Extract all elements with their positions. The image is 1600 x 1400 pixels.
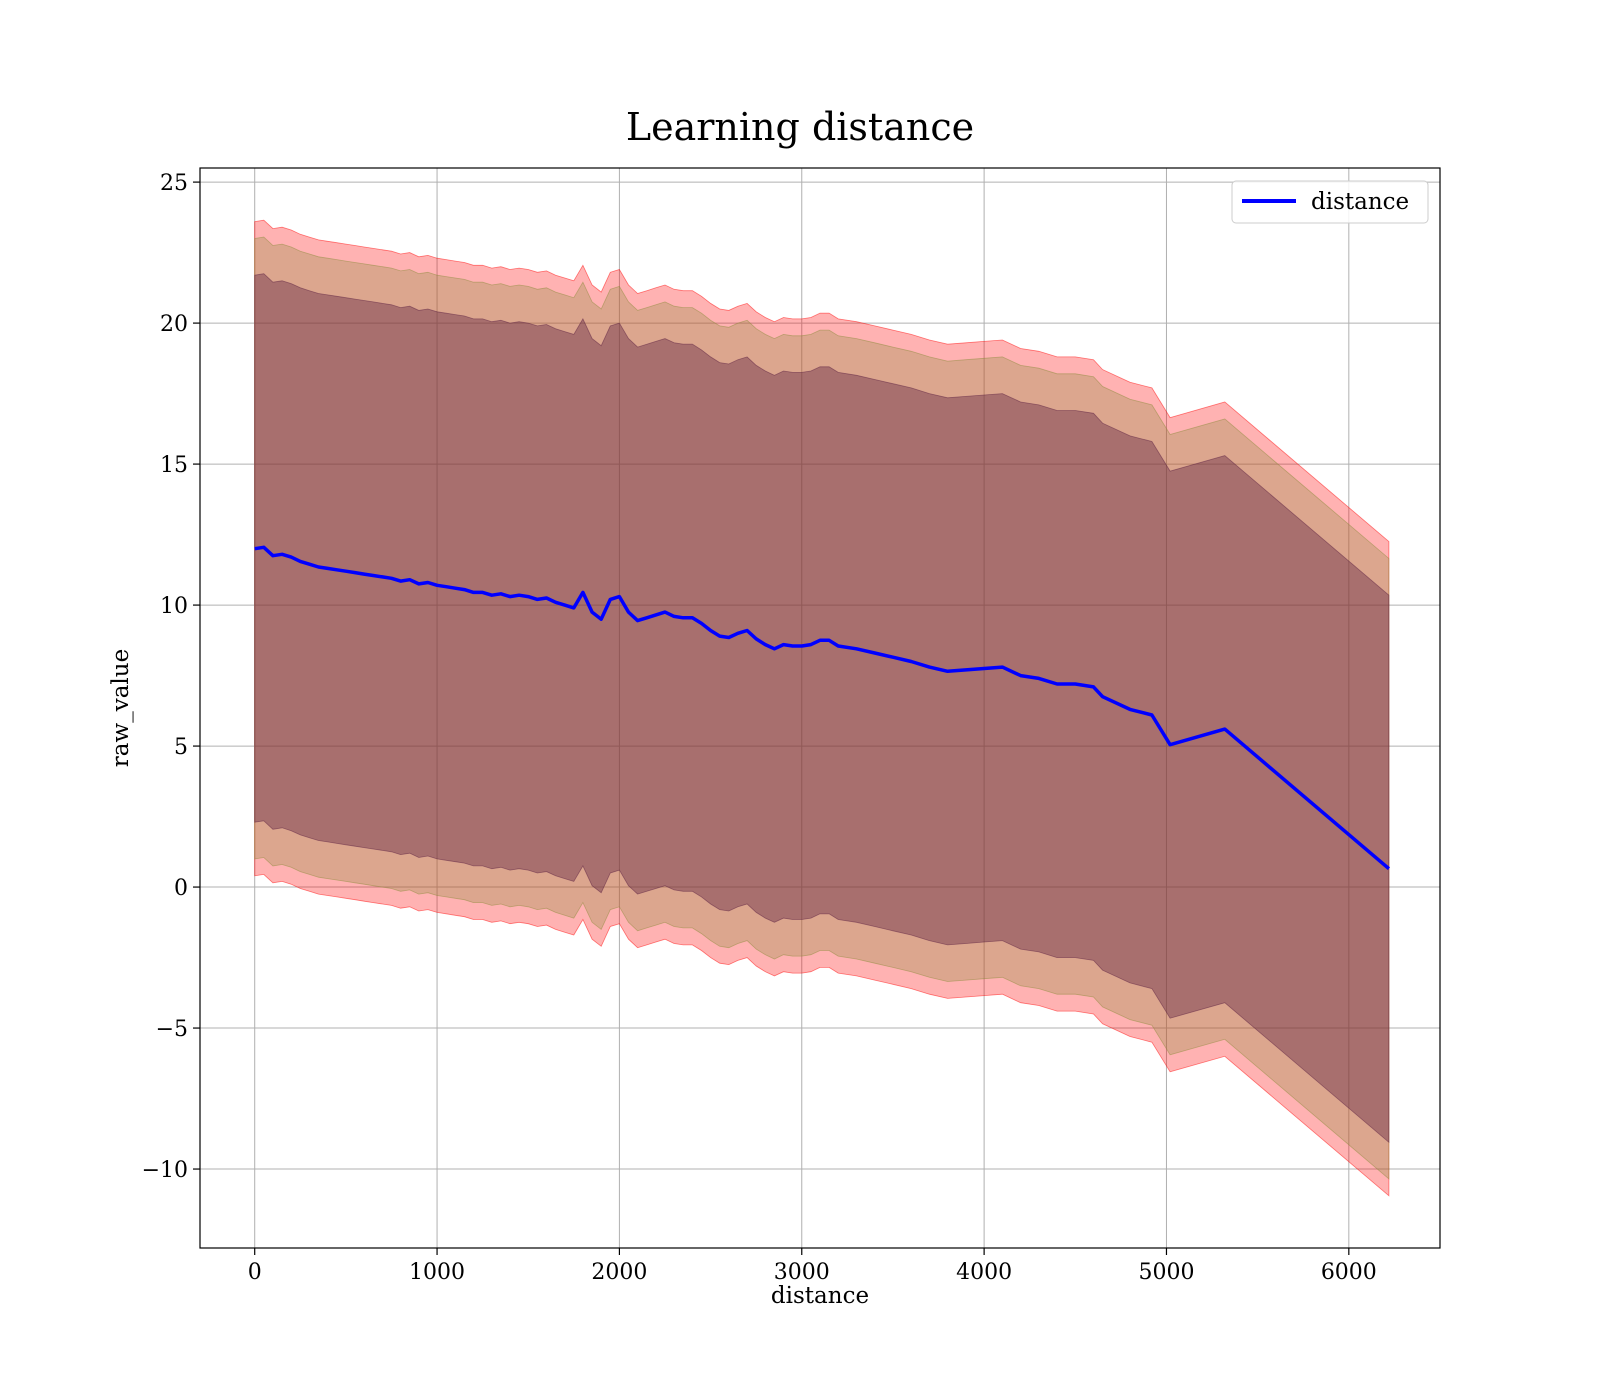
- band-outer: [254, 219, 1390, 1197]
- confidence-bands: [254, 219, 1390, 1197]
- y-tick-label: −5: [156, 1017, 188, 1042]
- band-middle: [254, 236, 1390, 1180]
- series-line-layer: [254, 545, 1391, 871]
- y-tick-label: 15: [160, 453, 188, 478]
- x-tick-label: 2000: [591, 1260, 647, 1285]
- chart-title: Learning distance: [626, 105, 974, 149]
- x-tick-label: 4000: [956, 1260, 1012, 1285]
- y-tick-label: 5: [174, 735, 188, 760]
- x-axis-label: distance: [771, 1283, 869, 1309]
- y-tick-label: 0: [174, 876, 188, 901]
- y-tick-label: 10: [160, 594, 188, 619]
- y-axis-label: raw_value: [108, 649, 134, 767]
- x-tick-label: 3000: [774, 1260, 830, 1285]
- legend-entry-distance: distance: [1311, 189, 1409, 215]
- y-axis: −10 −5 0 5 10 15 20 25: [142, 171, 200, 1183]
- legend-box: [1231, 180, 1429, 224]
- y-tick-label: −10: [142, 1158, 188, 1183]
- y-tick-label: 25: [160, 171, 188, 196]
- x-tick-label: 0: [248, 1260, 262, 1285]
- y-tick-label: 20: [160, 312, 188, 337]
- legend: distance: [1231, 180, 1429, 224]
- x-tick-label: 1000: [409, 1260, 465, 1285]
- x-axis: 0 1000 2000 3000 4000 5000 6000: [248, 1248, 1377, 1285]
- x-tick-label: 5000: [1138, 1260, 1194, 1285]
- band-inner: [254, 273, 1390, 1144]
- x-tick-label: 6000: [1321, 1260, 1377, 1285]
- plot-frame: [199, 167, 1441, 1249]
- grid: [200, 168, 1440, 1248]
- series-line-distance: [254, 545, 1391, 871]
